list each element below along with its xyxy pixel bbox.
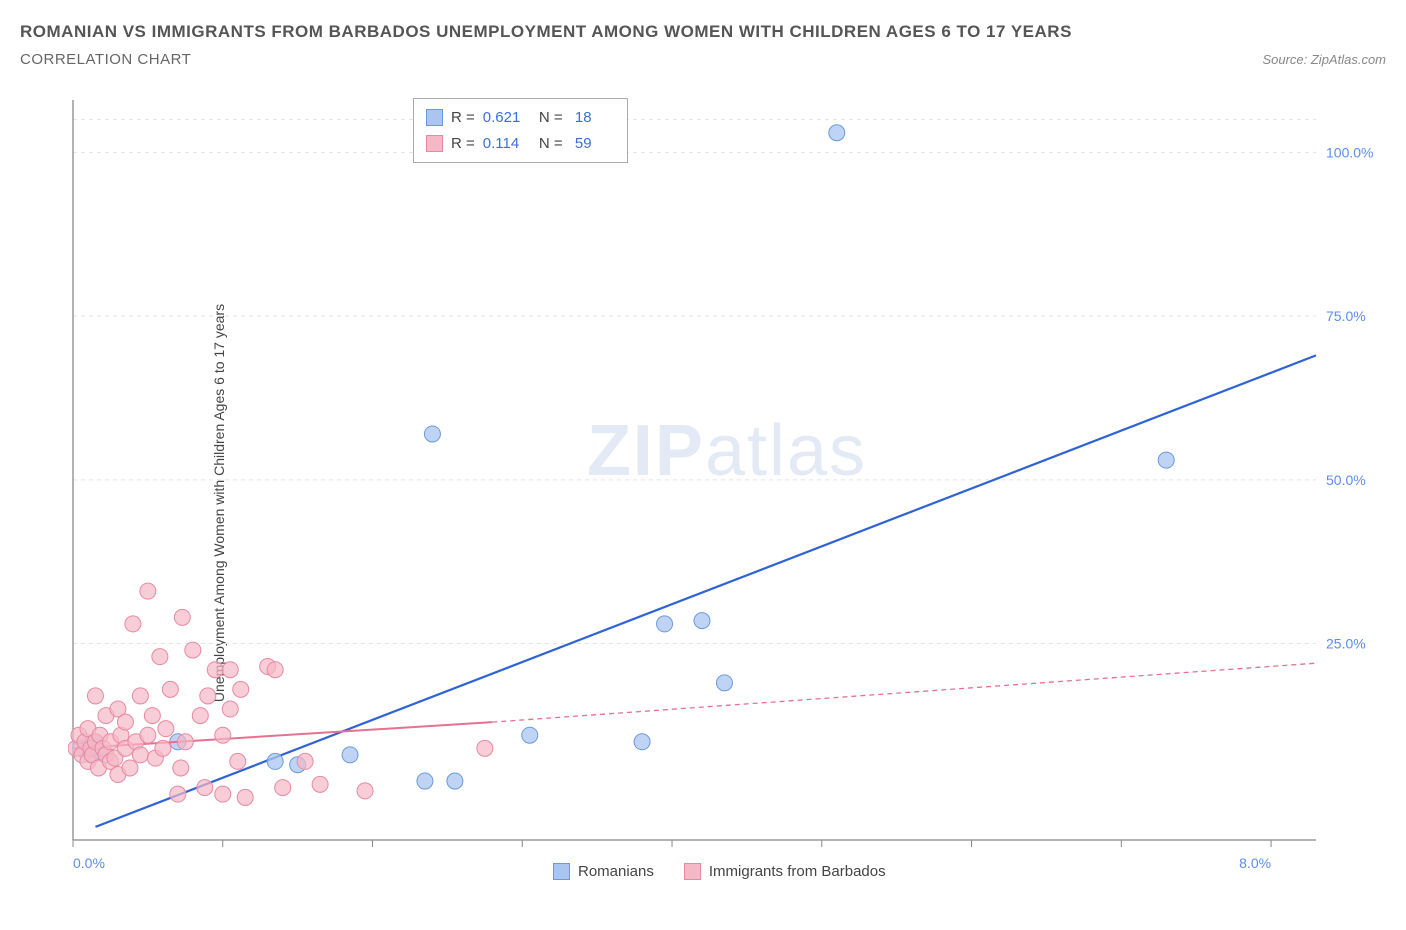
stat-r-label: R = xyxy=(451,131,475,157)
svg-text:25.0%: 25.0% xyxy=(1326,636,1366,652)
legend-swatch xyxy=(426,109,443,126)
chart-header: ROMANIAN VS IMMIGRANTS FROM BARBADOS UNE… xyxy=(0,0,1406,78)
correlation-stats-box: R = 0.621 N = 18 R = 0.114 N = 59 xyxy=(413,98,628,163)
chart-subtitle: CORRELATION CHART xyxy=(20,51,191,68)
legend-swatch xyxy=(426,135,443,152)
svg-text:50.0%: 50.0% xyxy=(1326,472,1366,488)
stat-n-value: 59 xyxy=(571,131,615,157)
series-legend: Romanians Immigrants from Barbados xyxy=(553,863,886,880)
chart-title: ROMANIAN VS IMMIGRANTS FROM BARBADOS UNE… xyxy=(20,18,1386,45)
plot-area: 0.0%8.0%25.0%50.0%75.0%100.0% ZIPatlas R… xyxy=(68,95,1386,885)
legend-item: Immigrants from Barbados xyxy=(684,863,886,880)
svg-text:0.0%: 0.0% xyxy=(73,855,105,871)
legend-swatch xyxy=(684,863,701,880)
legend-label: Immigrants from Barbados xyxy=(709,863,886,880)
stat-n-label: N = xyxy=(535,131,563,157)
source-attribution: Source: ZipAtlas.com xyxy=(1262,52,1386,67)
stats-row: R = 0.114 N = 59 xyxy=(426,131,615,157)
svg-text:8.0%: 8.0% xyxy=(1239,855,1271,871)
svg-text:75.0%: 75.0% xyxy=(1326,308,1366,324)
chart-area: Unemployment Among Women with Children A… xyxy=(20,95,1386,910)
stat-n-value: 18 xyxy=(571,105,615,131)
svg-text:100.0%: 100.0% xyxy=(1326,144,1373,160)
stat-n-label: N = xyxy=(535,105,563,131)
stats-row: R = 0.621 N = 18 xyxy=(426,105,615,131)
stat-r-label: R = xyxy=(451,105,475,131)
legend-swatch xyxy=(553,863,570,880)
legend-item: Romanians xyxy=(553,863,654,880)
scatter-plot-svg: 0.0% 8.0% 25.0% 50.0% 75.0% 100.0% xyxy=(68,95,1386,885)
legend-label: Romanians xyxy=(578,863,654,880)
subtitle-row: CORRELATION CHART Source: ZipAtlas.com xyxy=(20,51,1386,68)
stat-r-value: 0.114 xyxy=(483,131,527,157)
stat-r-value: 0.621 xyxy=(483,105,527,131)
